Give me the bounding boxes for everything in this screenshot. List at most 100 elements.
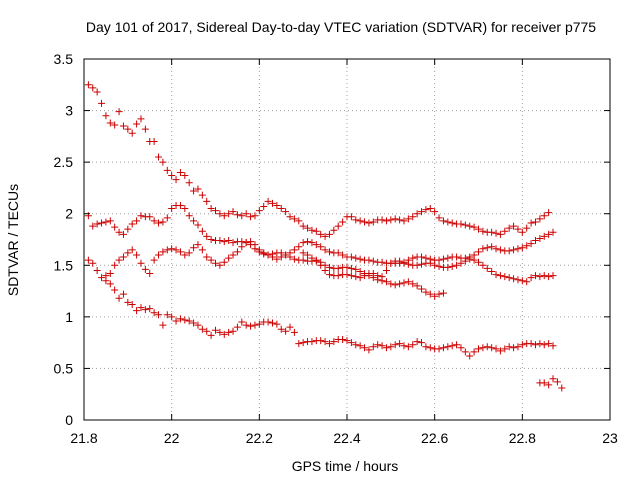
data-point xyxy=(444,218,452,226)
data-point xyxy=(365,346,373,354)
data-point xyxy=(448,219,456,227)
data-point xyxy=(418,208,426,216)
data-point xyxy=(426,205,434,213)
data-point xyxy=(321,338,329,346)
data-point xyxy=(102,112,110,120)
data-point xyxy=(255,248,263,256)
data-point xyxy=(461,257,469,265)
data-point xyxy=(102,272,110,280)
data-point xyxy=(387,343,395,351)
x-tick-label: 22.8 xyxy=(509,430,536,446)
data-point xyxy=(439,344,447,352)
x-axis-label: GPS time / hours xyxy=(292,458,399,474)
data-point xyxy=(325,248,333,256)
data-point xyxy=(479,261,487,269)
gridlines xyxy=(84,59,610,420)
data-point xyxy=(378,342,386,350)
data-point xyxy=(418,285,426,293)
data-point xyxy=(155,219,163,227)
data-point xyxy=(549,342,557,350)
data-point xyxy=(194,185,202,193)
data-point xyxy=(216,328,224,336)
data-point xyxy=(540,341,548,349)
data-point xyxy=(510,222,518,230)
data-point xyxy=(352,216,360,224)
data-point xyxy=(238,318,246,326)
data-point xyxy=(242,239,250,247)
data-point xyxy=(282,208,290,216)
data-point xyxy=(369,270,377,278)
data-point xyxy=(98,274,106,282)
data-point xyxy=(290,328,298,336)
data-point xyxy=(317,337,325,345)
data-point xyxy=(233,211,241,219)
data-point xyxy=(439,255,447,263)
data-point xyxy=(238,243,246,251)
data-point xyxy=(501,227,509,235)
data-point xyxy=(203,197,211,205)
data-point xyxy=(304,251,312,259)
data-point xyxy=(89,222,97,230)
data-point xyxy=(334,249,342,257)
data-point xyxy=(115,108,123,116)
data-point xyxy=(93,266,101,274)
data-point xyxy=(163,246,171,254)
data-point xyxy=(203,232,211,240)
data-point xyxy=(369,343,377,351)
data-point xyxy=(330,338,338,346)
data-point xyxy=(155,251,163,259)
data-point xyxy=(536,234,544,242)
data-point xyxy=(137,115,145,123)
data-point xyxy=(89,84,97,92)
data-point xyxy=(216,210,224,218)
data-point xyxy=(190,244,198,252)
data-point xyxy=(413,282,421,290)
data-point xyxy=(496,272,504,280)
data-point xyxy=(536,340,544,348)
data-point xyxy=(321,232,329,240)
data-point xyxy=(536,273,544,281)
data-point xyxy=(273,201,281,209)
x-tick-labels: 21.8 22 22.2 22.4 22.6 22.8 23 xyxy=(70,430,618,446)
data-point xyxy=(225,237,233,245)
data-point xyxy=(163,214,171,222)
data-point xyxy=(549,375,557,383)
data-point xyxy=(431,208,439,216)
data-point xyxy=(141,265,149,273)
data-point xyxy=(119,253,127,261)
data-point xyxy=(159,218,167,226)
data-point xyxy=(444,343,452,351)
data-point xyxy=(409,254,417,262)
data-point xyxy=(347,272,355,280)
data-point xyxy=(150,256,158,264)
data-point xyxy=(290,255,298,263)
data-point xyxy=(317,261,325,269)
data-point xyxy=(247,213,255,221)
data-point xyxy=(422,288,430,296)
data-point xyxy=(98,99,106,107)
data-point xyxy=(242,321,250,329)
data-point xyxy=(220,330,228,338)
data-point xyxy=(286,213,294,221)
data-point xyxy=(304,238,312,246)
data-point xyxy=(453,253,461,261)
data-point xyxy=(295,243,303,251)
data-point xyxy=(282,251,290,259)
data-point xyxy=(352,254,360,262)
data-point xyxy=(325,263,333,271)
data-point xyxy=(229,239,237,247)
data-point xyxy=(198,246,206,254)
data-point xyxy=(523,224,531,232)
data-point xyxy=(133,217,141,225)
data-point xyxy=(496,246,504,254)
data-point xyxy=(312,241,320,249)
data-point xyxy=(317,243,325,251)
data-point xyxy=(295,217,303,225)
data-point xyxy=(268,250,276,258)
data-point xyxy=(365,256,373,264)
data-point xyxy=(347,253,355,261)
data-point xyxy=(505,224,513,232)
data-point xyxy=(418,339,426,347)
data-point xyxy=(374,272,382,280)
